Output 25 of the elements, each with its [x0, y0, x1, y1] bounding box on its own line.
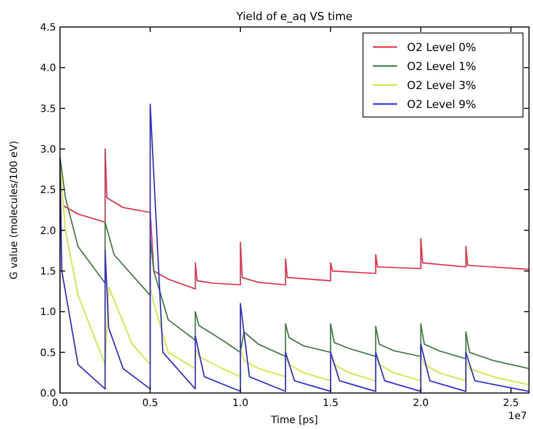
legend-label: O2 Level 0% [407, 40, 476, 54]
y-tick-label: 4.5 [40, 22, 56, 34]
legend-label: O2 Level 9% [407, 98, 476, 111]
x-tick-label: 2.5 [503, 398, 519, 409]
text: 1e7 [508, 411, 527, 422]
y-tick-label: 3.0 [40, 144, 56, 156]
x-axis-title: Time [ps] [270, 415, 318, 426]
x-tick-label: 0.5 [142, 398, 158, 409]
x-tick-label: 1.0 [232, 398, 248, 409]
y-tick-label: 3.5 [40, 104, 56, 115]
chart-title: Yield of e_aq VS time [235, 10, 353, 23]
y-tick-label: 1.5 [40, 266, 56, 278]
y-tick-label: 0.0 [40, 388, 56, 400]
x-tick-label: 0.0 [52, 398, 68, 409]
x-tick-label: 2.0 [412, 398, 429, 409]
line-series [63, 148, 530, 290]
y-tick-label: 0.5 [40, 348, 56, 359]
x-tick-label: 1.5 [322, 398, 339, 409]
y-tick-label: 1.0 [40, 307, 56, 318]
y-tick-label: 2.5 [40, 185, 56, 196]
y-axis-title: G value (molecules/100 eV) [9, 140, 20, 280]
y-tick-label: 2.0 [40, 226, 56, 237]
legend-label: O2 Level 1% [407, 60, 476, 73]
legend-label: O2 Level 3% [407, 78, 476, 92]
y-tick-label: 4.0 [40, 63, 56, 74]
